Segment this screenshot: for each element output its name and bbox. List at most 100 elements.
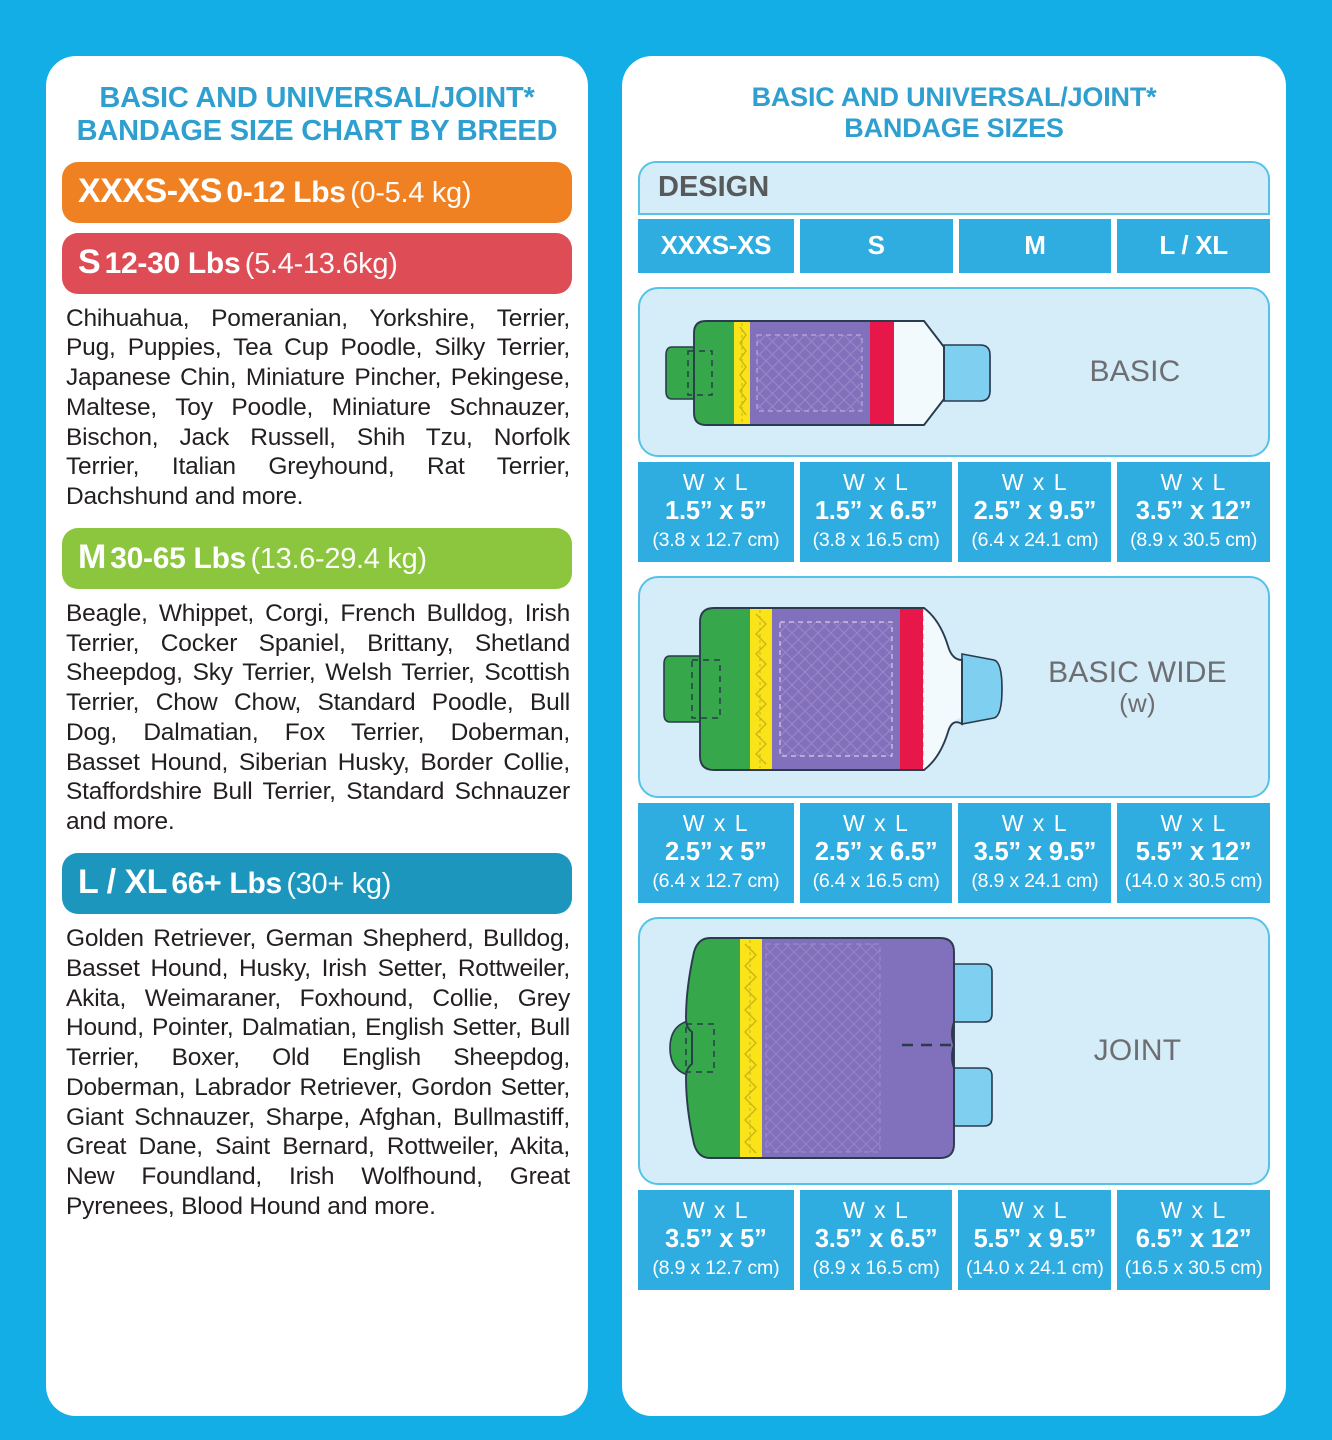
dim-cm: (3.8 x 16.5 cm)	[812, 529, 940, 552]
dim-inches: 1.5” x 6.5”	[814, 497, 938, 526]
joint-dimension-row: W x L 3.5” x 5” (8.9 x 12.7 cm) W x L 3.…	[638, 1189, 1270, 1290]
right-panel-title-line2: BANDAGE SIZES	[844, 113, 1064, 144]
bandage-row-basic: BASIC W x L 1.5” x 5” (3.8 x 12.7 cm) W …	[636, 286, 1272, 562]
dim-cm: (8.9 x 12.7 cm)	[652, 1257, 780, 1280]
dim-wl-label: W x L	[1160, 468, 1227, 495]
right-panel-title: BASIC AND UNIVERSAL/JOINT* BANDAGE SIZES	[636, 82, 1272, 145]
joint-row-label-text: JOINT	[1093, 1034, 1182, 1068]
size-badge-label: XXXS-XS	[78, 171, 222, 210]
basic-wide-row-sublabel: (w)	[1119, 687, 1156, 718]
left-panel-title-line2: BANDAGE SIZE CHART BY BREED	[76, 114, 558, 147]
basic-dim-xxxs-xs: W x L 1.5” x 5” (3.8 x 12.7 cm)	[638, 461, 794, 562]
dim-wl-label: W x L	[842, 468, 910, 495]
size-column-xxxs-xs[interactable]: XXXS-XS	[638, 218, 794, 273]
dim-wl-label: W x L	[1001, 1196, 1068, 1223]
dim-inches: 2.5” x 6.5”	[814, 838, 938, 867]
basic-wide-row-label: BASIC WIDE (w)	[1007, 656, 1268, 718]
size-badge-label: L / XL	[78, 863, 167, 902]
size-badge-label: S	[78, 242, 101, 281]
dim-wl-label: W x L	[842, 1196, 910, 1223]
size-badge-label: M	[78, 537, 106, 576]
dim-wl-label: W x L	[1001, 468, 1068, 495]
size-badge-kg: (13.6-29.4 kg)	[250, 542, 427, 575]
basic-wide-dim-m: W x L 3.5” x 9.5” (8.9 x 24.1 cm)	[958, 802, 1112, 903]
joint-illustration-box: JOINT	[638, 916, 1270, 1185]
dim-cm: (8.9 x 16.5 cm)	[812, 1257, 940, 1280]
basic-wide-bandage-illustration	[662, 594, 1007, 779]
basic-dimension-row: W x L 1.5” x 5” (3.8 x 12.7 cm) W x L 1.…	[638, 461, 1270, 562]
dim-cm: (6.4 x 24.1 cm)	[971, 529, 1099, 552]
dim-wl-label: W x L	[682, 809, 749, 836]
dim-cm: (6.4 x 12.7 cm)	[652, 870, 780, 893]
design-header-label: DESIGN	[658, 171, 770, 204]
dim-cm: (8.9 x 24.1 cm)	[971, 870, 1099, 893]
dim-wl-label: W x L	[842, 809, 910, 836]
dim-wl-label: W x L	[1160, 1196, 1227, 1223]
breed-list-s: Chihuahua, Pomeranian, Yorkshire, Terrie…	[66, 304, 570, 511]
joint-bandage-illustration	[662, 928, 1007, 1173]
dim-cm: (16.5 x 30.5 cm)	[1124, 1257, 1263, 1280]
size-badge-kg: (30+ kg)	[286, 868, 392, 901]
dim-wl-label: W x L	[682, 1196, 749, 1223]
basic-bandage-illustration	[662, 309, 1002, 434]
left-panel-title-line1: BASIC AND UNIVERSAL/JOINT*	[99, 82, 535, 114]
size-badge-kg: (0-5.4 kg)	[350, 176, 472, 209]
basic-illustration-box: BASIC	[638, 286, 1270, 457]
basic-wide-illustration-box: BASIC WIDE (w)	[638, 575, 1270, 798]
dimension-tolerance-note: +/- 1 cm dimension tolerance	[1268, 1085, 1288, 1326]
basic-wide-dimension-row: W x L 2.5” x 5” (6.4 x 12.7 cm) W x L 2.…	[638, 802, 1270, 903]
dim-wl-label: W x L	[1001, 809, 1068, 836]
breed-list-m: Beagle, Whippet, Corgi, French Bulldog, …	[66, 599, 570, 836]
left-panel-title: BASIC AND UNIVERSAL/JOINT* BANDAGE SIZE …	[60, 82, 574, 148]
size-badge-lbs: 0-12 Lbs	[226, 175, 346, 209]
dim-wl-label: W x L	[1160, 809, 1227, 836]
dim-cm: (14.0 x 24.1 cm)	[966, 1257, 1104, 1280]
size-badge-lbs: 30-65 Lbs	[110, 541, 246, 575]
size-column-l-xl[interactable]: L / XL	[1117, 218, 1270, 273]
dim-cm: (6.4 x 16.5 cm)	[812, 870, 940, 893]
joint-dim-m: W x L 5.5” x 9.5” (14.0 x 24.1 cm)	[958, 1189, 1112, 1290]
dim-cm: (8.9 x 30.5 cm)	[1130, 529, 1258, 552]
dim-inches: 3.5” x 12”	[1135, 497, 1252, 526]
joint-row-label: JOINT	[1007, 1034, 1268, 1067]
basic-dim-m: W x L 2.5” x 9.5” (6.4 x 24.1 cm)	[958, 461, 1112, 562]
dim-inches: 5.5” x 9.5”	[973, 1225, 1097, 1254]
size-badge-l-xl: L / XL 66+ Lbs (30+ kg)	[62, 853, 572, 915]
dim-inches: 3.5” x 6.5”	[814, 1225, 938, 1254]
joint-dim-xxxs-xs: W x L 3.5” x 5” (8.9 x 12.7 cm)	[638, 1189, 794, 1290]
size-badge-s: S 12-30 Lbs (5.4-13.6kg)	[62, 232, 572, 294]
dim-inches: 3.5” x 5”	[665, 1225, 767, 1254]
size-badge-lbs: 12-30 Lbs	[104, 246, 241, 280]
bandage-row-basic-wide: BASIC WIDE (w) W x L 2.5” x 5” (6.4 x 12…	[636, 575, 1272, 903]
basic-row-label-text: BASIC	[1089, 355, 1181, 389]
dim-inches: 2.5” x 5”	[665, 838, 767, 867]
basic-wide-dim-l-xl: W x L 5.5” x 12” (14.0 x 30.5 cm)	[1117, 802, 1270, 903]
breed-size-chart-panel: BASIC AND UNIVERSAL/JOINT* BANDAGE SIZE …	[46, 56, 588, 1416]
basic-wide-row-label-text: BASIC WIDE	[1048, 655, 1227, 689]
size-badge-kg: (5.4-13.6kg)	[244, 247, 398, 280]
dim-wl-label: W x L	[682, 468, 749, 495]
dim-cm: (3.8 x 12.7 cm)	[652, 529, 780, 552]
dim-inches: 3.5” x 9.5”	[973, 838, 1097, 867]
basic-wide-dim-xxxs-xs: W x L 2.5” x 5” (6.4 x 12.7 cm)	[638, 802, 794, 903]
joint-dim-l-xl: W x L 6.5” x 12” (16.5 x 30.5 cm)	[1117, 1189, 1270, 1290]
joint-dim-s: W x L 3.5” x 6.5” (8.9 x 16.5 cm)	[799, 1189, 953, 1290]
size-badge-lbs: 66+ Lbs	[171, 867, 282, 901]
design-header: DESIGN	[638, 160, 1270, 215]
breed-list-l-xl: Golden Retriever, German Shepherd, Bulld…	[66, 925, 570, 1220]
size-badge-xxxs-xs: XXXS-XS 0-12 Lbs (0-5.4 kg)	[62, 161, 572, 223]
dim-inches: 2.5” x 9.5”	[973, 497, 1097, 526]
bandage-row-joint: JOINT W x L 3.5” x 5” (8.9 x 12.7 cm) W …	[636, 916, 1272, 1290]
dim-inches: 5.5” x 12”	[1135, 838, 1252, 867]
basic-dim-l-xl: W x L 3.5” x 12” (8.9 x 30.5 cm)	[1117, 461, 1270, 562]
size-badge-m: M 30-65 Lbs (13.6-29.4 kg)	[62, 527, 572, 589]
size-column-m[interactable]: M	[958, 218, 1112, 273]
dim-cm: (14.0 x 30.5 cm)	[1124, 870, 1263, 893]
size-column-s[interactable]: S	[799, 218, 953, 273]
dim-inches: 1.5” x 5”	[665, 497, 767, 526]
size-column-header-row: XXXS-XS S M L / XL	[638, 218, 1270, 273]
dim-inches: 6.5” x 12”	[1135, 1225, 1252, 1254]
basic-wide-dim-s: W x L 2.5” x 6.5” (6.4 x 16.5 cm)	[799, 802, 953, 903]
bandage-sizes-panel: BASIC AND UNIVERSAL/JOINT* BANDAGE SIZES…	[622, 56, 1286, 1416]
